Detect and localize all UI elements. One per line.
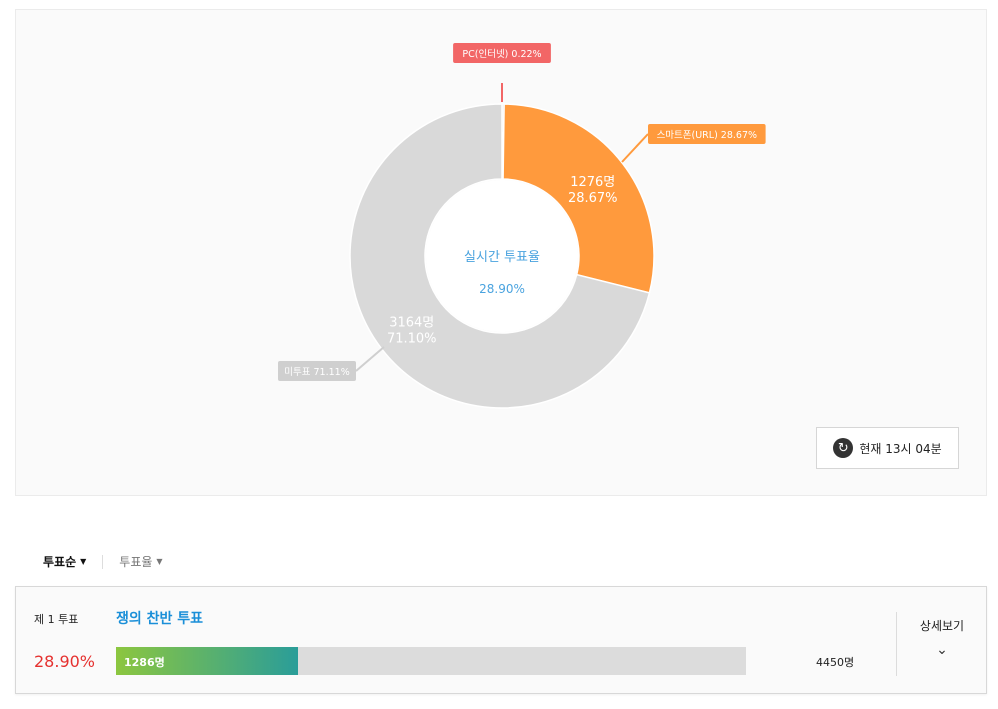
slice-count-label: 1276명 [570, 175, 615, 190]
vote-progress-bar: 1286명 [116, 647, 746, 675]
detail-label: 상세보기 [919, 619, 965, 633]
total-count: 4450명 [816, 656, 855, 669]
voted-count: 1286명 [124, 656, 165, 669]
sort-by-order-label: 투표순 [43, 555, 77, 569]
slice-count-label: 3164명 [389, 315, 434, 330]
chevron-down-icon: ⌄ [936, 642, 948, 658]
pie-slice-novote [349, 103, 651, 409]
sort-by-order-tab[interactable]: 투표순 ▼ [43, 553, 86, 570]
vote-card: 제 1 투표 쟁의 찬반 투표 28.90% 1286명 4450명 상세보기 … [15, 586, 987, 694]
callout-label: 미투표 71.11% [284, 367, 349, 378]
sort-divider [102, 554, 104, 569]
vote-number: 제 1 투표 [34, 613, 79, 626]
donut-chart: 10명0.22%PC(인터넷) 0.22%1276명28.67%스마트폰(URL… [278, 43, 766, 409]
caret-down-icon: ▼ [156, 557, 163, 566]
sort-bar: 투표순 ▼ 투표율 ▼ [43, 553, 163, 570]
center-title: 실시간 투표율 [464, 250, 540, 265]
callout-line [621, 133, 649, 163]
vote-title-link[interactable]: 쟁의 찬반 투표 [116, 611, 204, 627]
callout-box [453, 43, 551, 63]
refresh-time-label: 현재 13시 04분 [859, 441, 942, 456]
chart-panel: 10명0.22%PC(인터넷) 0.22%1276명28.67%스마트폰(URL… [15, 9, 987, 496]
slice-percent-label: 71.10% [387, 331, 437, 346]
sort-by-rate-tab[interactable]: 투표율 ▼ [119, 553, 162, 570]
vote-progress-fill: 1286명 [116, 647, 299, 675]
center-value: 28.90% [479, 282, 525, 296]
callout-box [648, 124, 766, 144]
caret-down-icon: ▼ [80, 557, 87, 566]
vote-rate: 28.90% [34, 652, 96, 671]
pie-slice-smartphone [502, 103, 655, 294]
refresh-button[interactable]: ↻ 현재 13시 04분 [816, 427, 959, 469]
card-divider [896, 612, 897, 676]
callout-label: 스마트폰(URL) 28.67% [657, 130, 757, 141]
slice-percent-label: 28.67% [568, 191, 618, 206]
sort-by-rate-label: 투표율 [119, 555, 153, 569]
detail-button[interactable]: 상세보기 ⌄ [898, 617, 986, 658]
callout-box [278, 361, 356, 381]
callout-line [355, 346, 385, 372]
callout-label: PC(인터넷) 0.22% [462, 49, 541, 60]
refresh-icon: ↻ [833, 438, 854, 458]
donut-center [426, 180, 578, 332]
